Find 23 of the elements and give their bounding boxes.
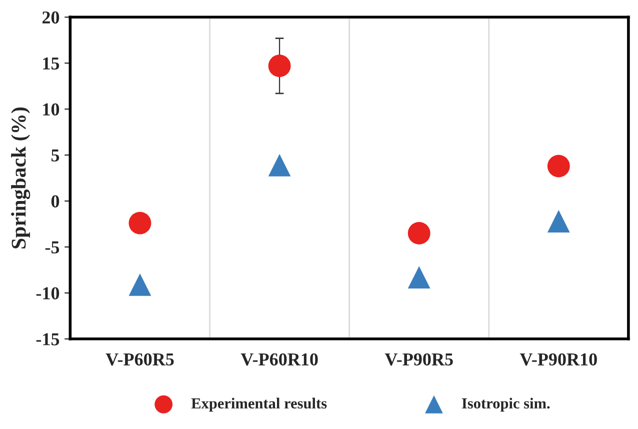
legend-label: Isotropic sim. [462, 398, 550, 412]
legend-label: Experimental results [191, 398, 327, 412]
y-axis-title: Springback (%) [11, 107, 30, 248]
x-tick-label: V-P90R10 [520, 353, 597, 366]
point [547, 210, 570, 232]
y-tick-label: 20 [42, 11, 60, 24]
y-tick-label: 15 [43, 57, 60, 70]
y-tick-label: -10 [36, 287, 60, 300]
point [408, 222, 430, 244]
x-tick-label: V-P60R10 [240, 353, 318, 366]
y-tick-label: 5 [51, 149, 60, 162]
point [547, 154, 570, 178]
point [408, 266, 430, 289]
y-tick-label: 0 [51, 195, 60, 208]
point [268, 154, 291, 176]
y-tick-label: -5 [45, 241, 60, 254]
x-tick-label: V-P60R5 [106, 353, 174, 366]
x-tick-label: V-P90R5 [384, 353, 453, 366]
point [268, 54, 291, 78]
point [128, 212, 152, 234]
y-tick-label: 10 [43, 103, 60, 116]
point [128, 273, 152, 296]
y-tick-label: -15 [36, 333, 60, 346]
